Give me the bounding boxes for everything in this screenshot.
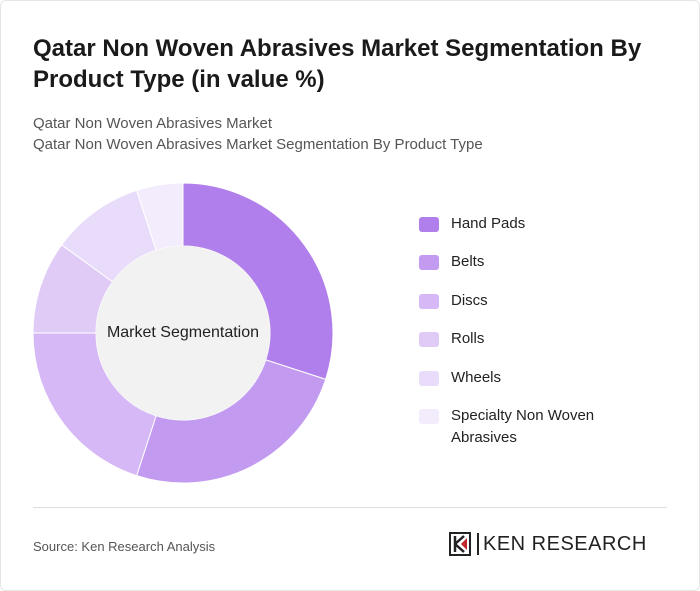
legend: Hand Pads Belts Discs Rolls Wheels Specialty …	[419, 215, 679, 446]
legend-item: Wheels	[419, 369, 679, 407]
legend-swatch	[419, 370, 439, 386]
divider	[33, 507, 667, 508]
legend-label: Rolls	[451, 330, 485, 348]
legend-item: Specialty Non Woven Abrasives	[419, 407, 679, 446]
legend-item: Hand Pads	[419, 215, 679, 253]
legend-label: Specialty Non Woven Abrasives	[451, 406, 595, 446]
chart-title: Qatar Non Woven Abrasives Market Segment…	[33, 35, 642, 93]
center-label: Market Segmentation	[107, 324, 259, 341]
brand-text: KEN RESEARCH	[483, 532, 647, 555]
legend-item: Rolls	[419, 330, 679, 368]
legend-label: Belts	[451, 253, 485, 271]
chart: Market Segmentation	[32, 182, 334, 484]
subtitle: Qatar Non Woven Abrasives Market	[33, 115, 272, 132]
legend-swatch	[419, 332, 439, 348]
legend-swatch	[419, 293, 439, 309]
legend-item: Discs	[419, 292, 679, 330]
legend-label: Hand Pads	[451, 215, 526, 232]
brand-icon	[449, 532, 471, 556]
legend-swatch	[419, 217, 439, 232]
legend-swatch	[419, 408, 439, 424]
donut-hole	[96, 246, 270, 420]
legend-item: Belts	[419, 253, 679, 291]
source: Source: Ken Research Analysis	[33, 539, 216, 554]
legend-label: Wheels	[451, 368, 502, 386]
legend-swatch	[419, 255, 439, 271]
subtitle: Qatar Non Woven Abrasives Market Segment…	[33, 136, 483, 153]
brand-logo: KEN RESEARCH	[449, 532, 647, 556]
legend-label: Discs	[451, 291, 488, 309]
